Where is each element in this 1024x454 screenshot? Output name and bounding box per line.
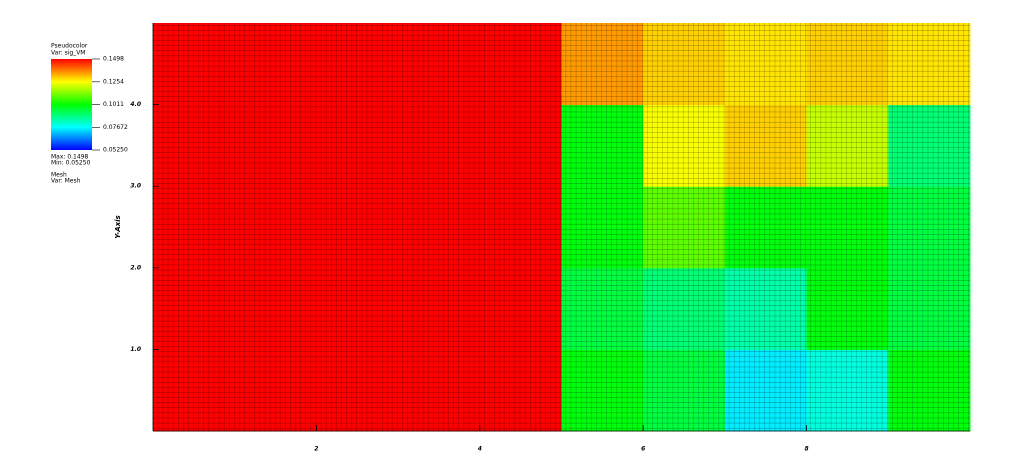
x-tick-label: 2 xyxy=(314,446,318,453)
legend-variable: Var: sig_VM xyxy=(51,50,86,57)
x-tick-label: 4 xyxy=(478,446,482,453)
y-axis-label: Y-Axis xyxy=(114,215,122,238)
legend-title: Pseudocolor xyxy=(51,43,88,50)
colorbar-label: 0.07672 xyxy=(103,124,128,131)
mesh-overlay xyxy=(153,23,970,431)
legend-max: Max: 0.1498 xyxy=(51,154,89,161)
y-tick-label: 1.0 xyxy=(130,346,141,353)
y-tick-label: 4.0 xyxy=(130,101,141,108)
y-tick-label: 3.0 xyxy=(130,183,141,190)
colorbar-label: 0.1011 xyxy=(103,101,124,108)
colorbar-label: 0.1254 xyxy=(103,78,124,85)
colorbar-label: 0.05250 xyxy=(103,147,128,154)
mesh-title: Mesh xyxy=(51,172,67,179)
x-tick-label: 8 xyxy=(805,446,809,453)
x-tick-label: 6 xyxy=(641,446,645,453)
colorbar xyxy=(51,59,92,150)
mesh-variable: Var: Mesh xyxy=(51,178,81,185)
colorbar-label: 0.1498 xyxy=(103,56,124,63)
legend-min: Min: 0.05250 xyxy=(51,160,91,167)
y-tick-label: 2.0 xyxy=(130,264,141,271)
